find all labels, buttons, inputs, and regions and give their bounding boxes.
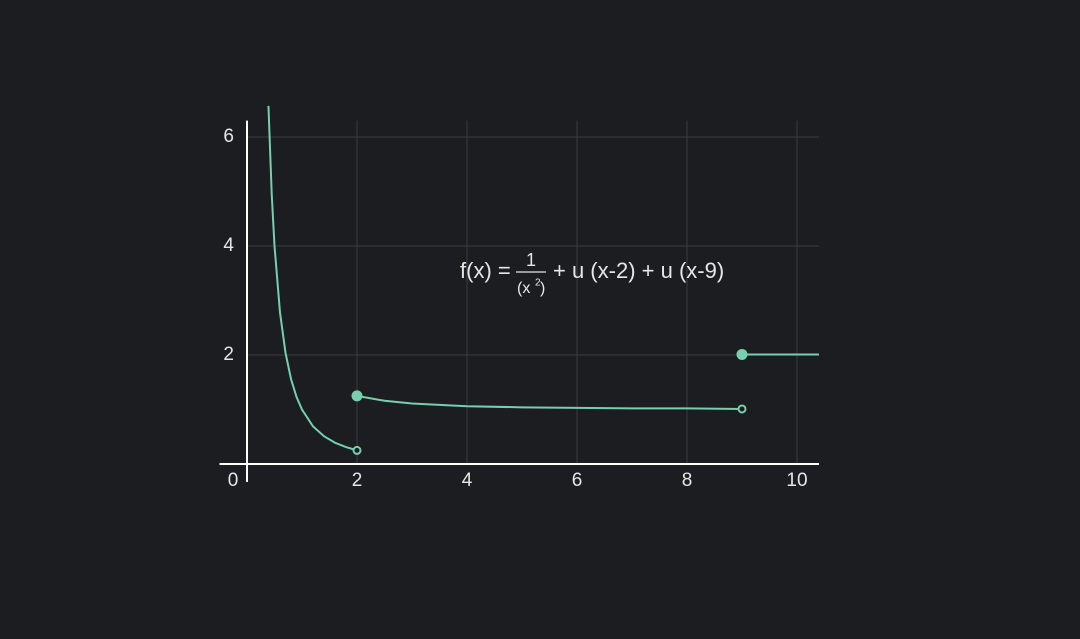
closed-point — [736, 348, 748, 360]
formula: f(x) = 1 (x 2 ) + u (x-2) + u (x-9) — [460, 250, 724, 297]
curve — [267, 105, 358, 452]
y-tick-label: 2 — [223, 344, 234, 365]
closed-point — [351, 390, 363, 402]
formula-denominator-exp: 2 — [535, 278, 541, 289]
x-tick-label: 0 — [228, 470, 239, 491]
formula-numerator: 1 — [526, 250, 536, 270]
formula-rhs: + u (x-2) + u (x-9) — [553, 258, 724, 283]
formula-lhs: f(x) = — [460, 258, 511, 283]
x-tick-label: 8 — [682, 470, 693, 491]
plot — [267, 105, 819, 455]
y-tick-label: 6 — [223, 126, 234, 147]
y-tick-label: 4 — [223, 235, 234, 256]
axes: 2 4 6 0 2 4 6 8 10 — [219, 120, 819, 491]
x-tick-label: 4 — [462, 470, 473, 491]
x-tick-label: 2 — [352, 470, 363, 491]
x-tick-label: 6 — [572, 470, 583, 491]
open-point — [737, 404, 747, 414]
open-point — [352, 445, 362, 455]
grid — [247, 120, 819, 465]
formula-denominator-base: (x — [517, 280, 530, 297]
x-tick-label: 10 — [786, 470, 807, 491]
curve — [356, 394, 743, 410]
formula-denominator-close: ) — [540, 280, 545, 297]
